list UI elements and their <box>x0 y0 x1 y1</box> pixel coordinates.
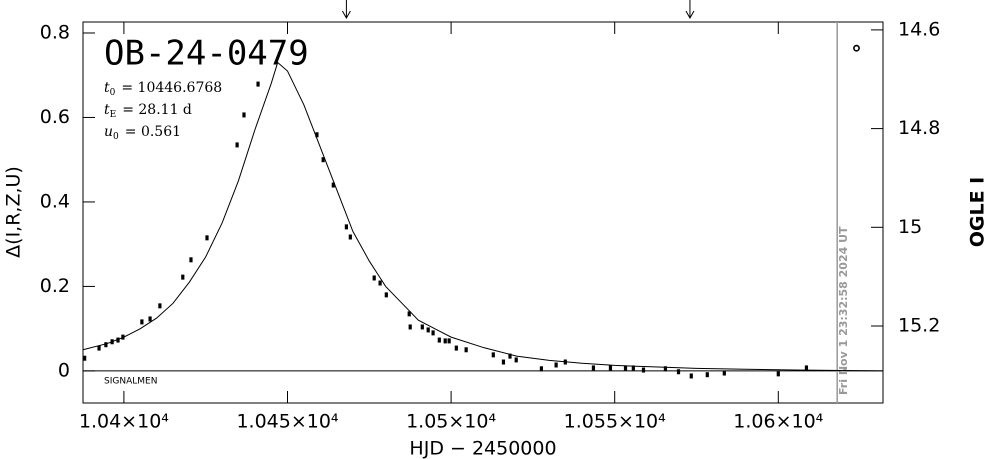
parameter-subscript: 0 <box>110 88 116 98</box>
data-point <box>804 365 809 371</box>
credit: SIGNALMEN <box>104 377 157 387</box>
data-point <box>348 234 352 240</box>
y-tick-label: 0.6 <box>40 106 70 128</box>
parameter-subscript: E <box>110 110 117 120</box>
data-point <box>321 157 325 163</box>
data-point <box>426 327 430 333</box>
parameter: u0 = 0.561 <box>104 124 181 142</box>
y2-tick-label: 14.6 <box>898 18 940 40</box>
data-point <box>676 369 681 375</box>
data-point <box>631 365 635 371</box>
data-point <box>722 370 726 376</box>
data-point <box>689 373 693 379</box>
data-point <box>454 345 458 351</box>
data-point <box>181 274 185 280</box>
data-point <box>443 338 447 344</box>
data-point <box>776 371 780 377</box>
data-point <box>431 330 435 336</box>
x-tick-label: 1.045×10⁴ <box>236 411 338 433</box>
data-point <box>491 352 495 358</box>
parameter-value: = 28.11 d <box>122 102 192 118</box>
y2-tick-label: 15.2 <box>898 315 940 337</box>
parameter: t0 = 10446.6768 <box>104 80 222 98</box>
y-tick-label: 0.8 <box>40 21 70 43</box>
parameter-symbol: u <box>104 124 113 140</box>
parameter: tE = 28.11 d <box>104 102 192 120</box>
y-axis-label: Δ(I,R,Z,U) <box>3 166 25 258</box>
data-point <box>148 316 152 322</box>
data-point <box>189 257 193 263</box>
data-point <box>372 275 376 281</box>
x-axis-label: HJD − 2450000 <box>409 438 556 459</box>
x-tick-label: 1.06×10⁴ <box>733 411 823 433</box>
data-point <box>140 319 144 325</box>
data-point <box>315 132 319 138</box>
y-tick-label: 0 <box>58 359 70 381</box>
data-point <box>539 366 544 372</box>
data-point <box>97 345 101 351</box>
data-point <box>501 359 506 365</box>
model-curve <box>82 61 884 372</box>
y-tick-label: 0.4 <box>40 190 70 212</box>
data-point <box>407 311 411 317</box>
x-tick-label: 1.055×10⁴ <box>564 411 666 433</box>
now-label: Fri Nov 1 23:32:58 2024 UT <box>837 226 850 395</box>
data-point <box>242 112 246 118</box>
y-tick-label: 0.2 <box>40 275 70 297</box>
data-point <box>705 372 709 378</box>
data-point <box>158 303 162 309</box>
x-tick-label: 1.04×10⁴ <box>79 411 169 433</box>
data-point <box>83 355 87 361</box>
data-point <box>641 367 646 373</box>
y2-tick-label: 14.8 <box>898 117 940 139</box>
arrow-marker <box>341 0 351 20</box>
data-point <box>256 81 260 87</box>
data-point <box>437 337 441 343</box>
data-point <box>663 366 668 372</box>
data-point <box>408 324 412 330</box>
data-point <box>378 280 382 286</box>
data-point <box>447 338 451 344</box>
arrow-marker <box>685 0 695 20</box>
parameter-value: = 10446.6768 <box>121 80 222 96</box>
data-point <box>205 235 209 241</box>
data-point <box>554 362 558 368</box>
x-tick-label: 1.05×10⁴ <box>406 411 496 433</box>
parameter-value: = 0.561 <box>125 124 181 140</box>
data-point <box>331 182 335 188</box>
data-point <box>623 365 628 371</box>
data-point <box>508 353 512 359</box>
data-point <box>116 337 120 343</box>
data-point <box>344 224 348 230</box>
parameter-subscript: 0 <box>113 132 119 142</box>
plot-frame <box>82 21 884 404</box>
data-point <box>104 342 108 348</box>
y2-axis-label: OGLE I <box>967 177 986 248</box>
parameter-symbol: t <box>104 102 110 118</box>
data-point <box>608 365 613 371</box>
y2-tick-label: 15 <box>898 216 922 238</box>
data-point <box>235 142 239 148</box>
data-point <box>853 44 860 52</box>
chart-title: OB-24-0479 <box>104 34 309 74</box>
parameter-symbol: t <box>104 80 110 96</box>
data-point <box>384 292 388 298</box>
data-point <box>514 357 518 363</box>
data-point <box>420 324 424 330</box>
data-point <box>591 365 596 371</box>
data-point <box>464 347 468 353</box>
